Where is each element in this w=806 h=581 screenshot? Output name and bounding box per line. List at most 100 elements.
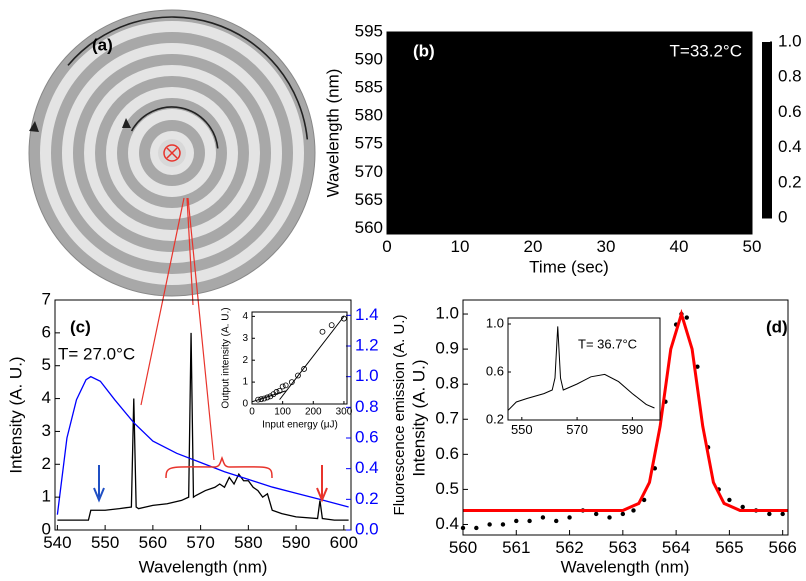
heat-cell — [715, 144, 753, 173]
heat-cell — [606, 144, 643, 173]
colorbar-step — [762, 109, 772, 113]
y-tick-label: 0.5 — [435, 479, 459, 498]
y-tick-label: 0.4 — [435, 514, 459, 533]
colorbar-step — [762, 171, 772, 175]
heat-cell — [533, 172, 570, 187]
y-tick-label: 560 — [355, 218, 383, 237]
source — [163, 144, 181, 162]
colorbar-step — [762, 77, 772, 81]
heat-cell — [423, 172, 461, 187]
zoom-line — [140, 197, 215, 461]
heat-cell — [606, 88, 643, 117]
panel-label: (a) — [92, 35, 113, 54]
colorbar-step — [762, 153, 772, 157]
y-tick-label: 595 — [355, 21, 383, 40]
y-tick-label: 0.6 — [486, 363, 504, 378]
heat-cell — [533, 116, 570, 145]
colorbar-step — [762, 182, 772, 187]
x-tick-label: 600 — [330, 533, 358, 552]
heat-cell — [606, 217, 643, 235]
diagram-a — [28, 9, 316, 297]
heat-cell — [460, 186, 497, 193]
colorbar-step — [762, 174, 772, 178]
x-tick-label: 562 — [555, 538, 583, 557]
heat-cell — [642, 144, 680, 173]
colorbar-step — [762, 191, 772, 196]
heat-cell — [642, 200, 680, 218]
heat-cell — [569, 217, 607, 235]
x-tick-label: 564 — [662, 538, 690, 557]
x-tick-label: 0 — [249, 407, 255, 418]
heat-cell — [423, 186, 461, 193]
colorbar-step — [762, 165, 772, 169]
bracket — [165, 455, 273, 479]
colorbar-step — [762, 53, 772, 58]
colorbar-step — [762, 203, 772, 207]
colorbar-label: 0.6 — [778, 102, 802, 121]
heat-cell — [387, 186, 424, 193]
y-tick-label: 3 — [242, 333, 248, 344]
y-tick-label: 7 — [42, 289, 51, 308]
x-tick-label: 565 — [715, 538, 743, 557]
colorbar-step — [762, 118, 772, 122]
colorbar-step — [762, 88, 772, 93]
heat-cell — [606, 32, 643, 61]
heat-cell — [460, 116, 497, 145]
heat-cell — [715, 88, 753, 117]
series-line — [57, 332, 349, 521]
panel-label: (d) — [766, 317, 788, 336]
point — [279, 383, 286, 390]
x-tick-label: 570 — [566, 422, 588, 437]
panel-label: (b) — [413, 41, 435, 60]
heat-cell — [533, 32, 570, 61]
heat-cell — [496, 88, 534, 117]
point — [255, 396, 262, 403]
y2-tick-label: 0.6 — [355, 427, 379, 446]
colorbar-step — [762, 121, 772, 125]
panel: 560 561 562 563 564 565 566 0.4 0.5 0.6 0.7 0.8 0.9 1… — [409, 299, 797, 576]
heat-cell — [569, 172, 607, 187]
heat-cell — [679, 88, 716, 117]
heat-cell — [642, 116, 680, 145]
point — [487, 522, 492, 527]
colorbar-step — [762, 150, 772, 154]
y2-tick-label: 0.0 — [355, 519, 379, 538]
point — [319, 328, 326, 335]
colorbar-step — [762, 83, 772, 87]
x-tick-label: 30 — [597, 237, 616, 256]
colorbar-label: 0.4 — [778, 137, 802, 156]
heat-cell — [460, 172, 497, 187]
colorbar-step — [762, 209, 772, 213]
heat-cell — [642, 172, 680, 187]
heat-cell — [533, 186, 570, 193]
y-axis-title: Intensity (A. U.) — [6, 356, 25, 473]
heat-cell — [679, 116, 716, 145]
heat-cell — [533, 88, 570, 117]
heat-cell — [679, 200, 716, 218]
y-tick-label: 0 — [42, 519, 51, 538]
panel-label: (c) — [70, 317, 91, 336]
point — [607, 515, 612, 520]
y-tick-label: 1.0 — [486, 315, 504, 330]
heat-cell — [387, 172, 424, 187]
y2-tick-label: 0.2 — [355, 489, 379, 508]
colorbar-step — [762, 115, 772, 119]
panel: 550 570 590 0.2 0.6 1.0 T= 36.7°C — [486, 315, 661, 437]
y-tick-label: 4 — [42, 388, 51, 407]
heat-cell — [715, 200, 753, 218]
heat-cell — [460, 32, 497, 61]
heat-cell — [569, 144, 607, 173]
heat-cell — [715, 116, 753, 145]
x-tick-label: 550 — [91, 533, 119, 552]
heat-cell — [715, 32, 753, 61]
x-tick-label: 560 — [449, 538, 477, 557]
heat-cell — [679, 60, 716, 89]
colorbar-step — [762, 86, 772, 90]
heat-cell — [715, 186, 753, 193]
point — [288, 379, 295, 385]
y2-tick-label: 1.4 — [355, 305, 379, 324]
colorbar-step — [762, 147, 772, 152]
x-tick-label: 590 — [282, 533, 310, 552]
plot-frame — [462, 299, 789, 536]
